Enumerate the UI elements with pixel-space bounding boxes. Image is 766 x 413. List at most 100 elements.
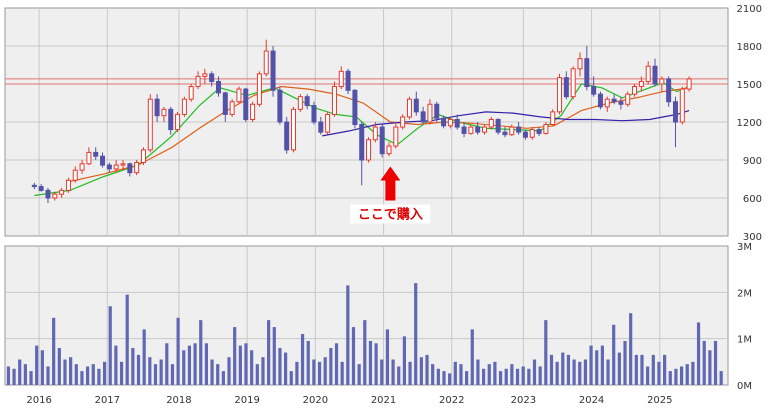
volume-bar [125,294,129,385]
volume-bar [397,366,401,385]
volume-bar [657,361,661,385]
volume-bar [504,368,508,385]
volume-bar [334,343,339,385]
volume-bar [408,361,412,385]
candle-body [59,189,65,195]
candle-body [666,78,672,103]
volume-y-tick-label: 2M [737,288,752,299]
volume-bar [515,368,520,385]
volume-bar [374,343,378,385]
volume-bar [204,343,209,385]
candle-body [366,139,372,161]
volume-bar [267,320,271,385]
volume-bar [646,366,650,385]
volume-bar [640,354,644,385]
candle-body [557,77,563,113]
volume-y-tick-label: 1M [737,335,752,346]
volume-bar [549,354,554,385]
moving-average-line-3 [322,110,690,137]
volume-bar [600,345,604,385]
moving-average-line-2 [69,85,690,183]
volume-bar [351,327,356,385]
volume-bar [487,364,491,385]
candle-body [161,108,167,117]
candle-body [543,124,549,134]
volume-bar [583,359,588,385]
volume-bar [114,345,118,385]
volume-bar [136,354,141,385]
price-y-tick-label: 300 [743,232,762,243]
candle-body [311,105,317,123]
volume-bar [612,324,616,385]
volume-bar [142,329,146,385]
candle-body [291,108,297,151]
candle-body [209,73,215,82]
candle-body [502,131,508,136]
volume-bar [357,364,361,385]
x-tick-label: 2023 [511,395,536,406]
annotation-label: ここで購入 [358,207,423,223]
candle-body [127,163,133,174]
candle-body [86,151,92,165]
price-y-tick-label: 600 [743,194,762,205]
volume-bar [691,361,695,385]
volume-bar [119,361,124,385]
volume-bar [708,350,712,385]
volume-y-tick-label: 0M [737,381,752,392]
candle-body [106,164,112,170]
volume-bar [719,371,723,385]
volume-y-axis-labels: 3M 2M 1M 0M [737,242,752,392]
volume-bar [510,364,514,385]
volume-bar [459,364,463,385]
volume-bar [69,357,73,385]
volume-bar [702,340,706,385]
volume-bar [674,368,678,385]
volume-bar [476,359,480,385]
volume-bar [663,354,667,385]
volume-bar [561,352,565,385]
candle-body [175,113,181,131]
volume-bar [465,371,469,385]
volume-bar [153,364,158,385]
volume-bar [216,364,220,385]
volume-bar [498,371,503,385]
volume-bar [442,371,446,385]
volume-bar [233,327,237,385]
volume-bar [97,368,101,385]
price-y-tick-label: 2100 [737,4,762,15]
volume-bar [425,354,429,385]
candle-body [256,73,262,105]
candle-body [584,58,590,88]
candle-body [475,126,481,133]
x-tick-label: 2016 [26,395,51,406]
candle-body [427,103,433,123]
candle-body [250,103,256,120]
volume-bar [193,343,197,385]
candle-body [570,68,576,98]
candle-body [550,111,556,126]
candle-body [168,108,174,131]
volume-bar [244,343,248,385]
candle-body [154,98,160,117]
volume-bar [170,364,175,385]
x-tick-label: 2019 [234,395,259,406]
volume-bar [481,368,486,385]
candle-body [297,96,303,110]
x-tick-label: 2020 [303,395,328,406]
volume-bar [29,371,33,385]
candle-body [188,86,194,100]
candle-body [331,86,337,115]
volume-bar [532,359,537,385]
volume-bar [448,373,452,385]
volume-bar [108,306,112,385]
volume-bar [86,366,90,385]
candle-body [618,101,624,105]
candle-body [420,111,426,123]
candle-body [413,98,419,113]
volume-bar [651,354,655,385]
candle-body [406,98,412,118]
candle-body [638,80,644,88]
candle-body [379,126,385,155]
volume-bar [255,364,259,385]
